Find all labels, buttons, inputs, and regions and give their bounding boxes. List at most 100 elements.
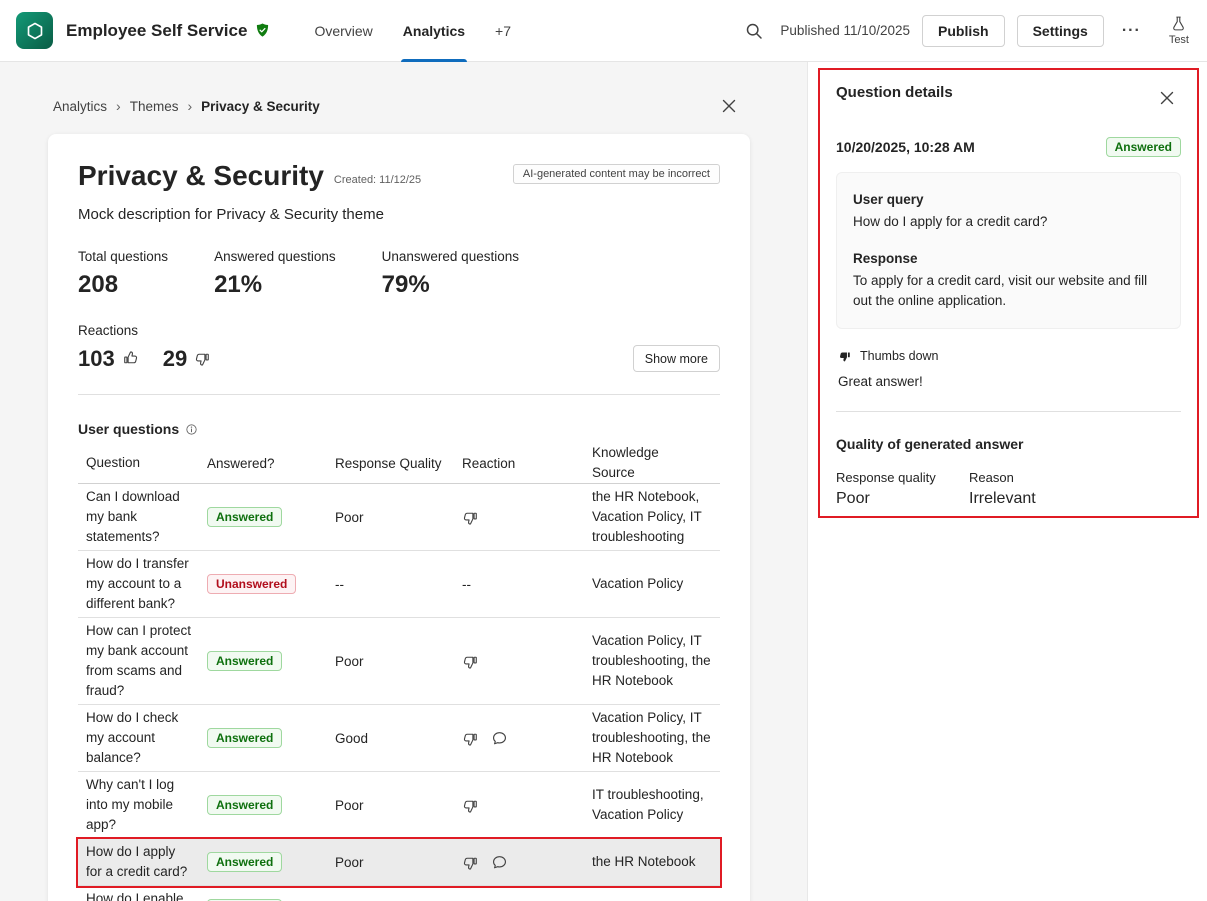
- status-badge: Answered: [207, 728, 283, 748]
- stat-label: Unanswered questions: [381, 249, 519, 264]
- source-cell: Vacation Policy, IT troubleshooting, the…: [592, 710, 711, 765]
- publish-button[interactable]: Publish: [922, 14, 1005, 47]
- breadcrumb-themes[interactable]: Themes: [129, 98, 179, 114]
- feedback-section: Thumbs down Great answer!: [836, 329, 1181, 412]
- response-block: Response To apply for a credit card, vis…: [853, 249, 1164, 311]
- theme-card: Privacy & Security Created: 11/12/25 AI-…: [48, 134, 750, 901]
- thumb-down-filled-icon: [838, 349, 852, 363]
- thumb-down-icon: [462, 653, 479, 670]
- tab-overview[interactable]: Overview: [314, 22, 373, 39]
- topbar: Employee Self Service Overview Analytics…: [0, 0, 1207, 62]
- main-content: Analytics › Themes › Privacy & Security …: [0, 62, 807, 901]
- table-row[interactable]: Can I download my bank statements? Answe…: [78, 484, 720, 551]
- source-cell: IT troubleshooting, Vacation Policy: [592, 787, 704, 822]
- quality-cell: Good: [335, 730, 369, 746]
- tab-analytics[interactable]: Analytics: [388, 0, 480, 62]
- likes-value: 103: [78, 345, 115, 371]
- col-knowledge-source: Knowledge Source: [592, 445, 659, 480]
- theme-description: Mock description for Privacy & Security …: [78, 206, 384, 223]
- reason-label: Reason: [969, 470, 1014, 485]
- stat-value: 208: [78, 271, 119, 298]
- table-row[interactable]: How do I enable two-factor Answered Poor…: [78, 886, 720, 901]
- stats-row: Total questions 208 Answered questions 2…: [78, 249, 720, 299]
- published-status: Published 11/10/2025: [780, 23, 911, 38]
- table-row[interactable]: How do I transfer my account to a differ…: [78, 551, 720, 618]
- test-flask-icon: [1170, 15, 1187, 32]
- close-icon: [719, 96, 739, 116]
- stat-label: Total questions: [78, 249, 169, 264]
- quality-cell: Poor: [335, 509, 364, 525]
- reaction-cell: [462, 797, 592, 814]
- status-badge: Answered: [1105, 137, 1181, 157]
- more-options-button[interactable]: ···: [1116, 18, 1147, 44]
- question-cell: How do I check my account balance?: [86, 710, 179, 765]
- quality-section-title: Quality of generated answer: [836, 436, 1024, 452]
- thumb-down-icon: [462, 854, 479, 871]
- table-row[interactable]: How can I protect my bank account from s…: [78, 618, 720, 705]
- show-more-button[interactable]: Show more: [632, 345, 720, 372]
- table-header: Question Answered? Response Quality Reac…: [78, 443, 720, 484]
- stat-label: Answered questions: [214, 249, 336, 264]
- source-cell: the HR Notebook, Vacation Policy, IT tro…: [592, 489, 702, 544]
- thumb-down-icon: [462, 509, 479, 526]
- reactions-row: 103 29 Show more: [78, 345, 720, 372]
- reaction-cell: [462, 509, 592, 526]
- search-button[interactable]: [740, 17, 768, 45]
- section-divider: [78, 394, 720, 395]
- question-cell: Why can't I log into my mobile app?: [86, 777, 175, 832]
- workspace: Analytics › Themes › Privacy & Security …: [0, 62, 1207, 901]
- question-timestamp: 10/20/2025, 10:28 AM: [836, 139, 975, 155]
- stat-total-questions: Total questions 208: [78, 249, 168, 299]
- user-questions-label: User questions: [78, 421, 180, 437]
- dislikes-value: 29: [162, 345, 188, 371]
- question-cell: How can I protect my bank account from s…: [86, 623, 192, 698]
- thumb-up-icon: [122, 350, 139, 367]
- breadcrumb-analytics[interactable]: Analytics: [53, 98, 108, 114]
- test-panel-button[interactable]: Test: [1169, 15, 1189, 46]
- tab-more-plus7[interactable]: +7: [495, 22, 512, 39]
- status-badge: Answered: [207, 795, 283, 815]
- query-response-card: User query How do I apply for a credit c…: [836, 172, 1181, 329]
- response-quality-value: Poor: [836, 490, 870, 507]
- topbar-right: Published 11/10/2025 Publish Settings ··…: [740, 14, 1189, 47]
- status-badge: Answered: [207, 651, 283, 671]
- search-icon: [744, 21, 764, 41]
- annotation-highlight-box: Question details 10/20/2025, 10:28 AM An…: [818, 68, 1199, 518]
- quality-grid: Response quality Reason Poor Irrelevant: [836, 470, 1181, 508]
- theme-card-header: Privacy & Security Created: 11/12/25 AI-…: [78, 158, 720, 194]
- dislikes-count: 29: [163, 346, 211, 372]
- table-row[interactable]: Why can't I log into my mobile app? Answ…: [78, 772, 720, 839]
- comment-icon: [491, 854, 508, 871]
- breadcrumb: Analytics › Themes › Privacy & Security: [48, 92, 743, 120]
- feedback-type-label: Thumbs down: [860, 349, 939, 363]
- source-cell: Vacation Policy, IT troubleshooting, the…: [592, 633, 711, 688]
- thumb-down-icon: [462, 730, 479, 747]
- user-questions-table: Question Answered? Response Quality Reac…: [76, 443, 722, 901]
- primary-nav: Overview Analytics +7: [299, 0, 526, 62]
- quality-cell: --: [335, 576, 344, 592]
- thumb-down-icon: [462, 797, 479, 814]
- stat-answered-questions: Answered questions 21%: [214, 249, 336, 299]
- status-badge: Answered: [207, 507, 283, 527]
- table-row[interactable]: How do I check my account balance? Answe…: [78, 705, 720, 772]
- stat-value: 21%: [214, 271, 263, 298]
- copilot-studio-logo-icon: [24, 20, 46, 42]
- question-details-panel: Question details 10/20/2025, 10:28 AM An…: [807, 62, 1207, 901]
- close-panel-button[interactable]: [1153, 84, 1181, 112]
- question-cell: How do I apply for a credit card?: [86, 844, 188, 879]
- breadcrumb-current: Privacy & Security: [201, 98, 320, 114]
- quality-cell: Poor: [335, 854, 364, 870]
- reactions-label: Reactions: [78, 323, 139, 338]
- response-text: To apply for a credit card, visit our we…: [853, 273, 1148, 308]
- col-answered: Answered?: [207, 455, 275, 471]
- source-cell: the HR Notebook: [592, 854, 696, 869]
- user-query-text: How do I apply for a credit card?: [853, 214, 1048, 229]
- comment-icon: [491, 730, 508, 747]
- info-icon: [185, 423, 198, 436]
- created-date: Created: 11/12/25: [333, 174, 422, 186]
- close-theme-button[interactable]: [715, 92, 743, 120]
- table-row-selected[interactable]: How do I apply for a credit card? Answer…: [76, 837, 722, 888]
- settings-button[interactable]: Settings: [1016, 14, 1104, 47]
- verified-shield-icon: [254, 22, 271, 39]
- col-question: Question: [86, 455, 141, 470]
